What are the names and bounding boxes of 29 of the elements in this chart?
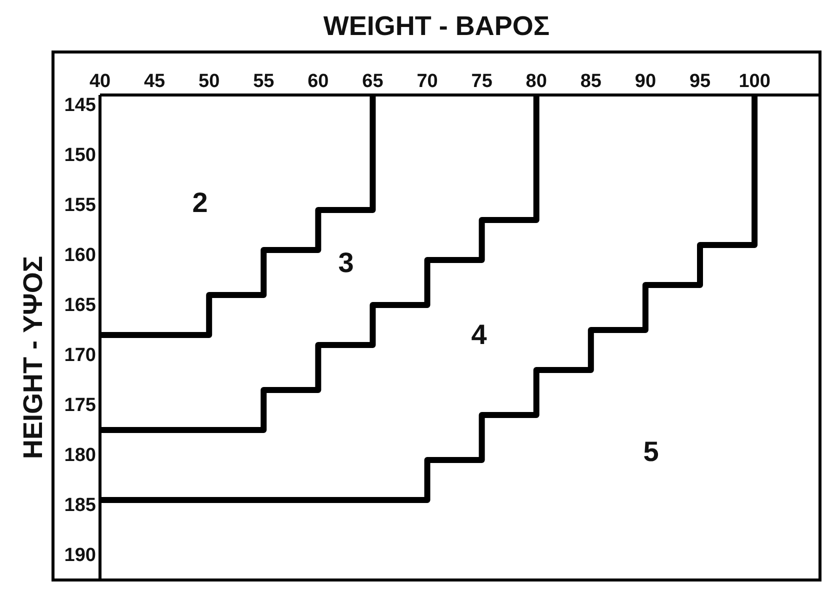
x-tick-label: 75	[471, 71, 493, 92]
annotation: 5	[643, 436, 659, 467]
x-tick-label: 55	[253, 71, 275, 92]
x-tick-label: 80	[526, 71, 547, 92]
x-tick-label: 90	[634, 71, 656, 92]
x-tick-label: 95	[689, 71, 711, 92]
x-tick-label: 85	[580, 71, 602, 92]
annotation: 3	[338, 246, 354, 278]
x-tick-label: 70	[416, 71, 438, 92]
y-tick-label: 170	[64, 345, 96, 366]
y-tick-label: 160	[64, 245, 96, 266]
y-tick-label: 180	[64, 445, 96, 466]
annotation: 4	[471, 318, 488, 350]
x-tick-label: 50	[198, 71, 220, 92]
y-tick-label: 155	[64, 195, 96, 216]
annotation: 2	[192, 186, 208, 218]
y-tick-label: 145	[64, 95, 96, 116]
y-axis-title: HEIGHT - ΥΨΟΣ	[18, 256, 48, 460]
y-tick-label: 165	[64, 295, 96, 316]
x-tick-label: 65	[362, 71, 384, 92]
x-tick-label: 100	[738, 71, 770, 92]
x-tick-label: 60	[308, 71, 329, 92]
x-tick-label: 45	[144, 71, 166, 92]
y-tick-label: 185	[64, 495, 96, 516]
y-tick-label: 190	[64, 545, 96, 566]
x-tick-label: 40	[89, 71, 111, 92]
y-tick-label: 175	[64, 395, 96, 416]
y-tick-label: 150	[64, 145, 96, 166]
x-axis-title: WEIGHT - ΒΑΡΟΣ	[323, 11, 550, 41]
